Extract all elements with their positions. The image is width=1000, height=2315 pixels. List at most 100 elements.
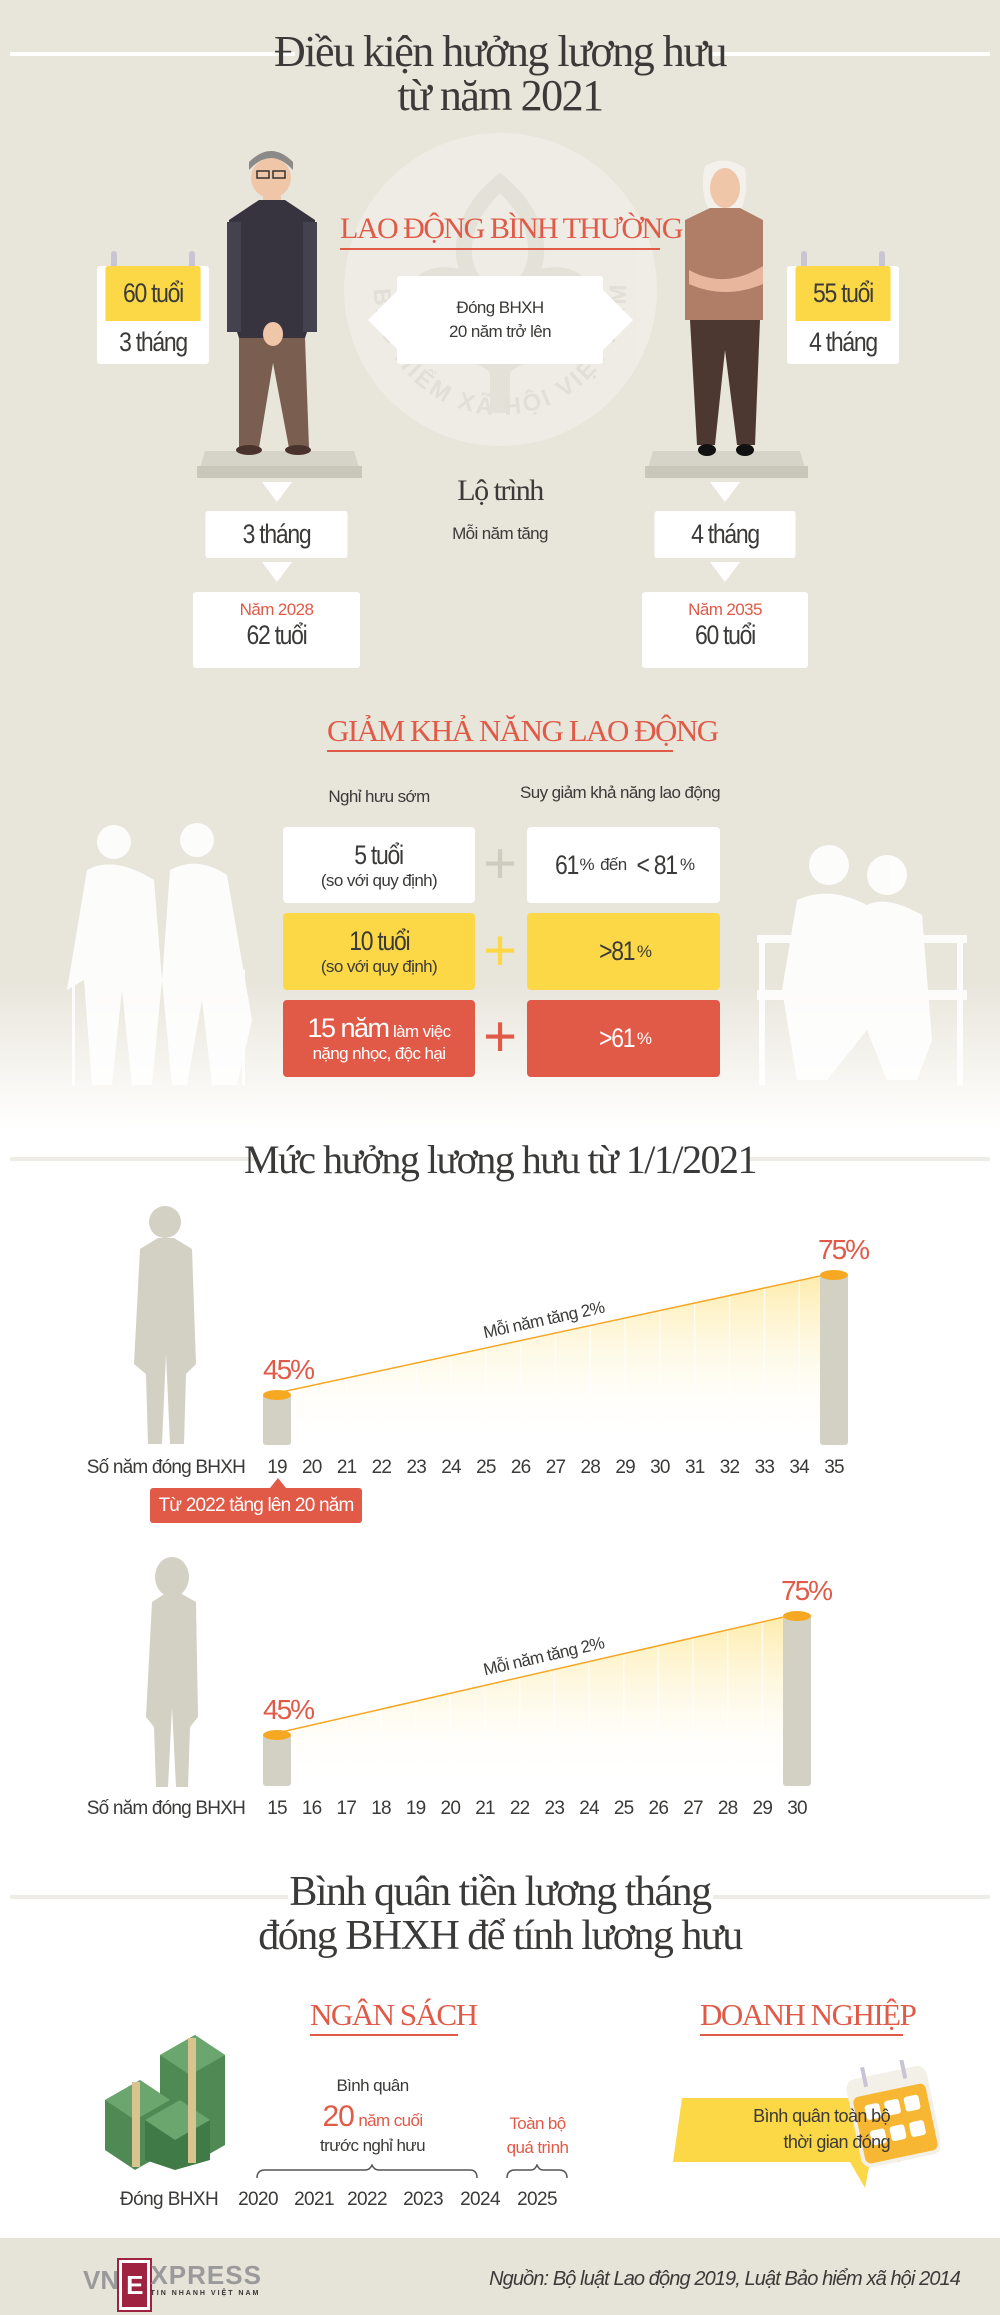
x-tick-label: 21 <box>337 1457 357 1478</box>
x-tick-label: 30 <box>787 1798 807 1819</box>
title-line1: Bình quân tiền lương tháng <box>289 1869 712 1915</box>
female-age-calendar: 55 tuổi 4 tháng <box>787 251 899 364</box>
row2-note: (so với quy định) <box>320 957 438 976</box>
enterprise-line1: Bình quân toàn bộ <box>753 2106 891 2126</box>
last-years-label: năm cuối <box>358 2111 423 2130</box>
x-tick-label: 19 <box>406 1798 426 1819</box>
percent-sign: % <box>679 855 695 874</box>
female-yearly-increase: 4 tháng <box>654 511 796 558</box>
calendar-ring <box>801 251 807 273</box>
before-retirement-label: trước nghỉ hưu <box>320 2136 425 2155</box>
logo-vn: VN <box>83 2265 120 2295</box>
end-value-label: 75% <box>781 1575 832 1606</box>
male-age: 60 tuổi <box>105 266 201 321</box>
logo-xpress: XPRESS <box>150 2260 262 2290</box>
enterprise-text: Bình quân toàn bộ thời gian đóng <box>680 2103 891 2155</box>
year-label: 2021 <box>294 2189 334 2210</box>
female-age: 55 tuổi <box>795 266 891 321</box>
year-label: 2024 <box>460 2189 500 2210</box>
contribution-row-label: Đóng BHXH <box>120 2189 219 2210</box>
female-target-box: Năm 2035 60 tuổi <box>642 592 808 668</box>
coin-top <box>820 1270 848 1280</box>
row1-note: (so với quy định) <box>320 870 438 890</box>
salary-basis-title: Bình quân tiền lương tháng đóng BHXH để … <box>0 1870 1000 1958</box>
down-arrow-icon <box>262 482 292 502</box>
title-rule <box>10 1895 288 1899</box>
x-tick-label: 26 <box>649 1798 669 1819</box>
x-tick-label: 19 <box>267 1457 287 1478</box>
row1-capacity-box: 61% đến < 81% <box>527 827 720 903</box>
start-value-label: 45% <box>263 1354 314 1385</box>
year-label: 2023 <box>403 2189 443 2210</box>
enterprise-line2: thời gian đóng <box>783 2132 891 2152</box>
capacity-loss-label: Suy giảm khả năng lao động <box>520 783 720 802</box>
x-tick-label: 28 <box>718 1798 738 1819</box>
x-tick-label: 24 <box>579 1798 600 1819</box>
logo-tagline: TIN NHANH VIỆT NAM <box>150 2290 261 2297</box>
x-tick-label: 15 <box>267 1798 287 1819</box>
female-pension-chart: 15 16 17 18 19 20 21 22 23 24 25 26 27 28 29 30 Số năm đ… <box>87 1575 834 1819</box>
x-tick-label: 34 <box>789 1457 810 1478</box>
start-pillar <box>263 1733 291 1786</box>
x-tick-label: 25 <box>614 1798 634 1819</box>
x-tick-label: 20 <box>302 1457 322 1478</box>
x-tick-label: 26 <box>511 1457 531 1478</box>
x-tick-label: 31 <box>685 1457 705 1478</box>
percent-sign: % <box>636 941 652 961</box>
whole-process-line2: quá trình <box>506 2138 569 2157</box>
trend-area <box>277 1614 797 1786</box>
x-tick-label: 28 <box>581 1457 601 1478</box>
pension-rate-title: Mức hưởng lương hưu từ 1/1/2021 <box>244 1137 757 1182</box>
x-tick-label: 32 <box>720 1457 740 1478</box>
x-tick-label: 18 <box>371 1798 391 1819</box>
x-tick-label: 33 <box>755 1457 775 1478</box>
contribution-line2: 20 năm trở lên <box>449 322 552 341</box>
start-pillar <box>263 1393 291 1445</box>
trend-line <box>276 1613 798 1734</box>
female-target-year: Năm 2035 <box>688 600 762 619</box>
old-man-illustration <box>197 151 362 478</box>
source-note: Nguồn: Bộ luật Lao động 2019, Luật Bảo h… <box>489 2268 961 2290</box>
end-pillar <box>820 1273 848 1445</box>
row1-to-label: đến <box>600 855 627 874</box>
male-age-calendar: 60 tuổi 3 tháng <box>97 251 209 364</box>
enterprise-heading: DOANH NGHIỆP <box>700 1998 917 2036</box>
x-tick-label: 24 <box>441 1457 462 1478</box>
row3-years: 15 năm <box>307 1013 390 1043</box>
year-label: 2020 <box>238 2189 278 2210</box>
elderly-couple-walking-silhouette <box>67 823 252 1085</box>
brace-icon <box>256 2164 568 2179</box>
reduced-capacity-heading: GIẢM KHẢ NĂNG LAO ĐỘNG <box>327 714 719 752</box>
title-rule <box>713 1895 990 1899</box>
contribution-box: Đóng BHXH 20 năm trở lên <box>397 276 603 364</box>
coin-top <box>783 1611 811 1621</box>
male-months: 3 tháng <box>119 327 188 357</box>
note-badge: Từ 2022 tăng lên 20 năm <box>150 1488 362 1523</box>
roadmap-title: Lộ trình <box>457 474 544 507</box>
male-target-year: Năm 2028 <box>239 600 314 619</box>
x-tick-label: 22 <box>510 1798 530 1819</box>
elderly-couple-bench-silhouette <box>757 845 967 1085</box>
x-tick-label: 21 <box>475 1798 495 1819</box>
x-tick-label: 22 <box>372 1457 392 1478</box>
row3-note: nặng nhọc, độc hại <box>312 1044 446 1063</box>
calendar-ring <box>879 251 885 273</box>
down-arrow-icon <box>710 562 740 582</box>
percent-sign: % <box>579 855 595 874</box>
row2-years: 10 tuổi <box>348 926 410 956</box>
early-retirement-label: Nghỉ hưu sớm <box>328 787 430 806</box>
title-line2: từ năm 2021 <box>397 71 604 120</box>
end-pillar <box>783 1614 811 1786</box>
title-rule <box>712 52 990 56</box>
last-years-count: 20 <box>322 2100 354 2133</box>
x-tick-label: 25 <box>476 1457 496 1478</box>
calendar-ring <box>111 251 117 273</box>
whole-process-line1: Toàn bộ <box>509 2114 566 2133</box>
row1-capacity-min: 61 <box>554 849 579 880</box>
end-value-label: 75% <box>818 1234 869 1265</box>
plus-icon: + <box>483 1004 517 1069</box>
calendar-speech-icon <box>673 2060 940 2188</box>
x-axis-label: Số năm đóng BHXH <box>87 1457 245 1478</box>
female-target-age: 60 tuổi <box>694 620 756 650</box>
